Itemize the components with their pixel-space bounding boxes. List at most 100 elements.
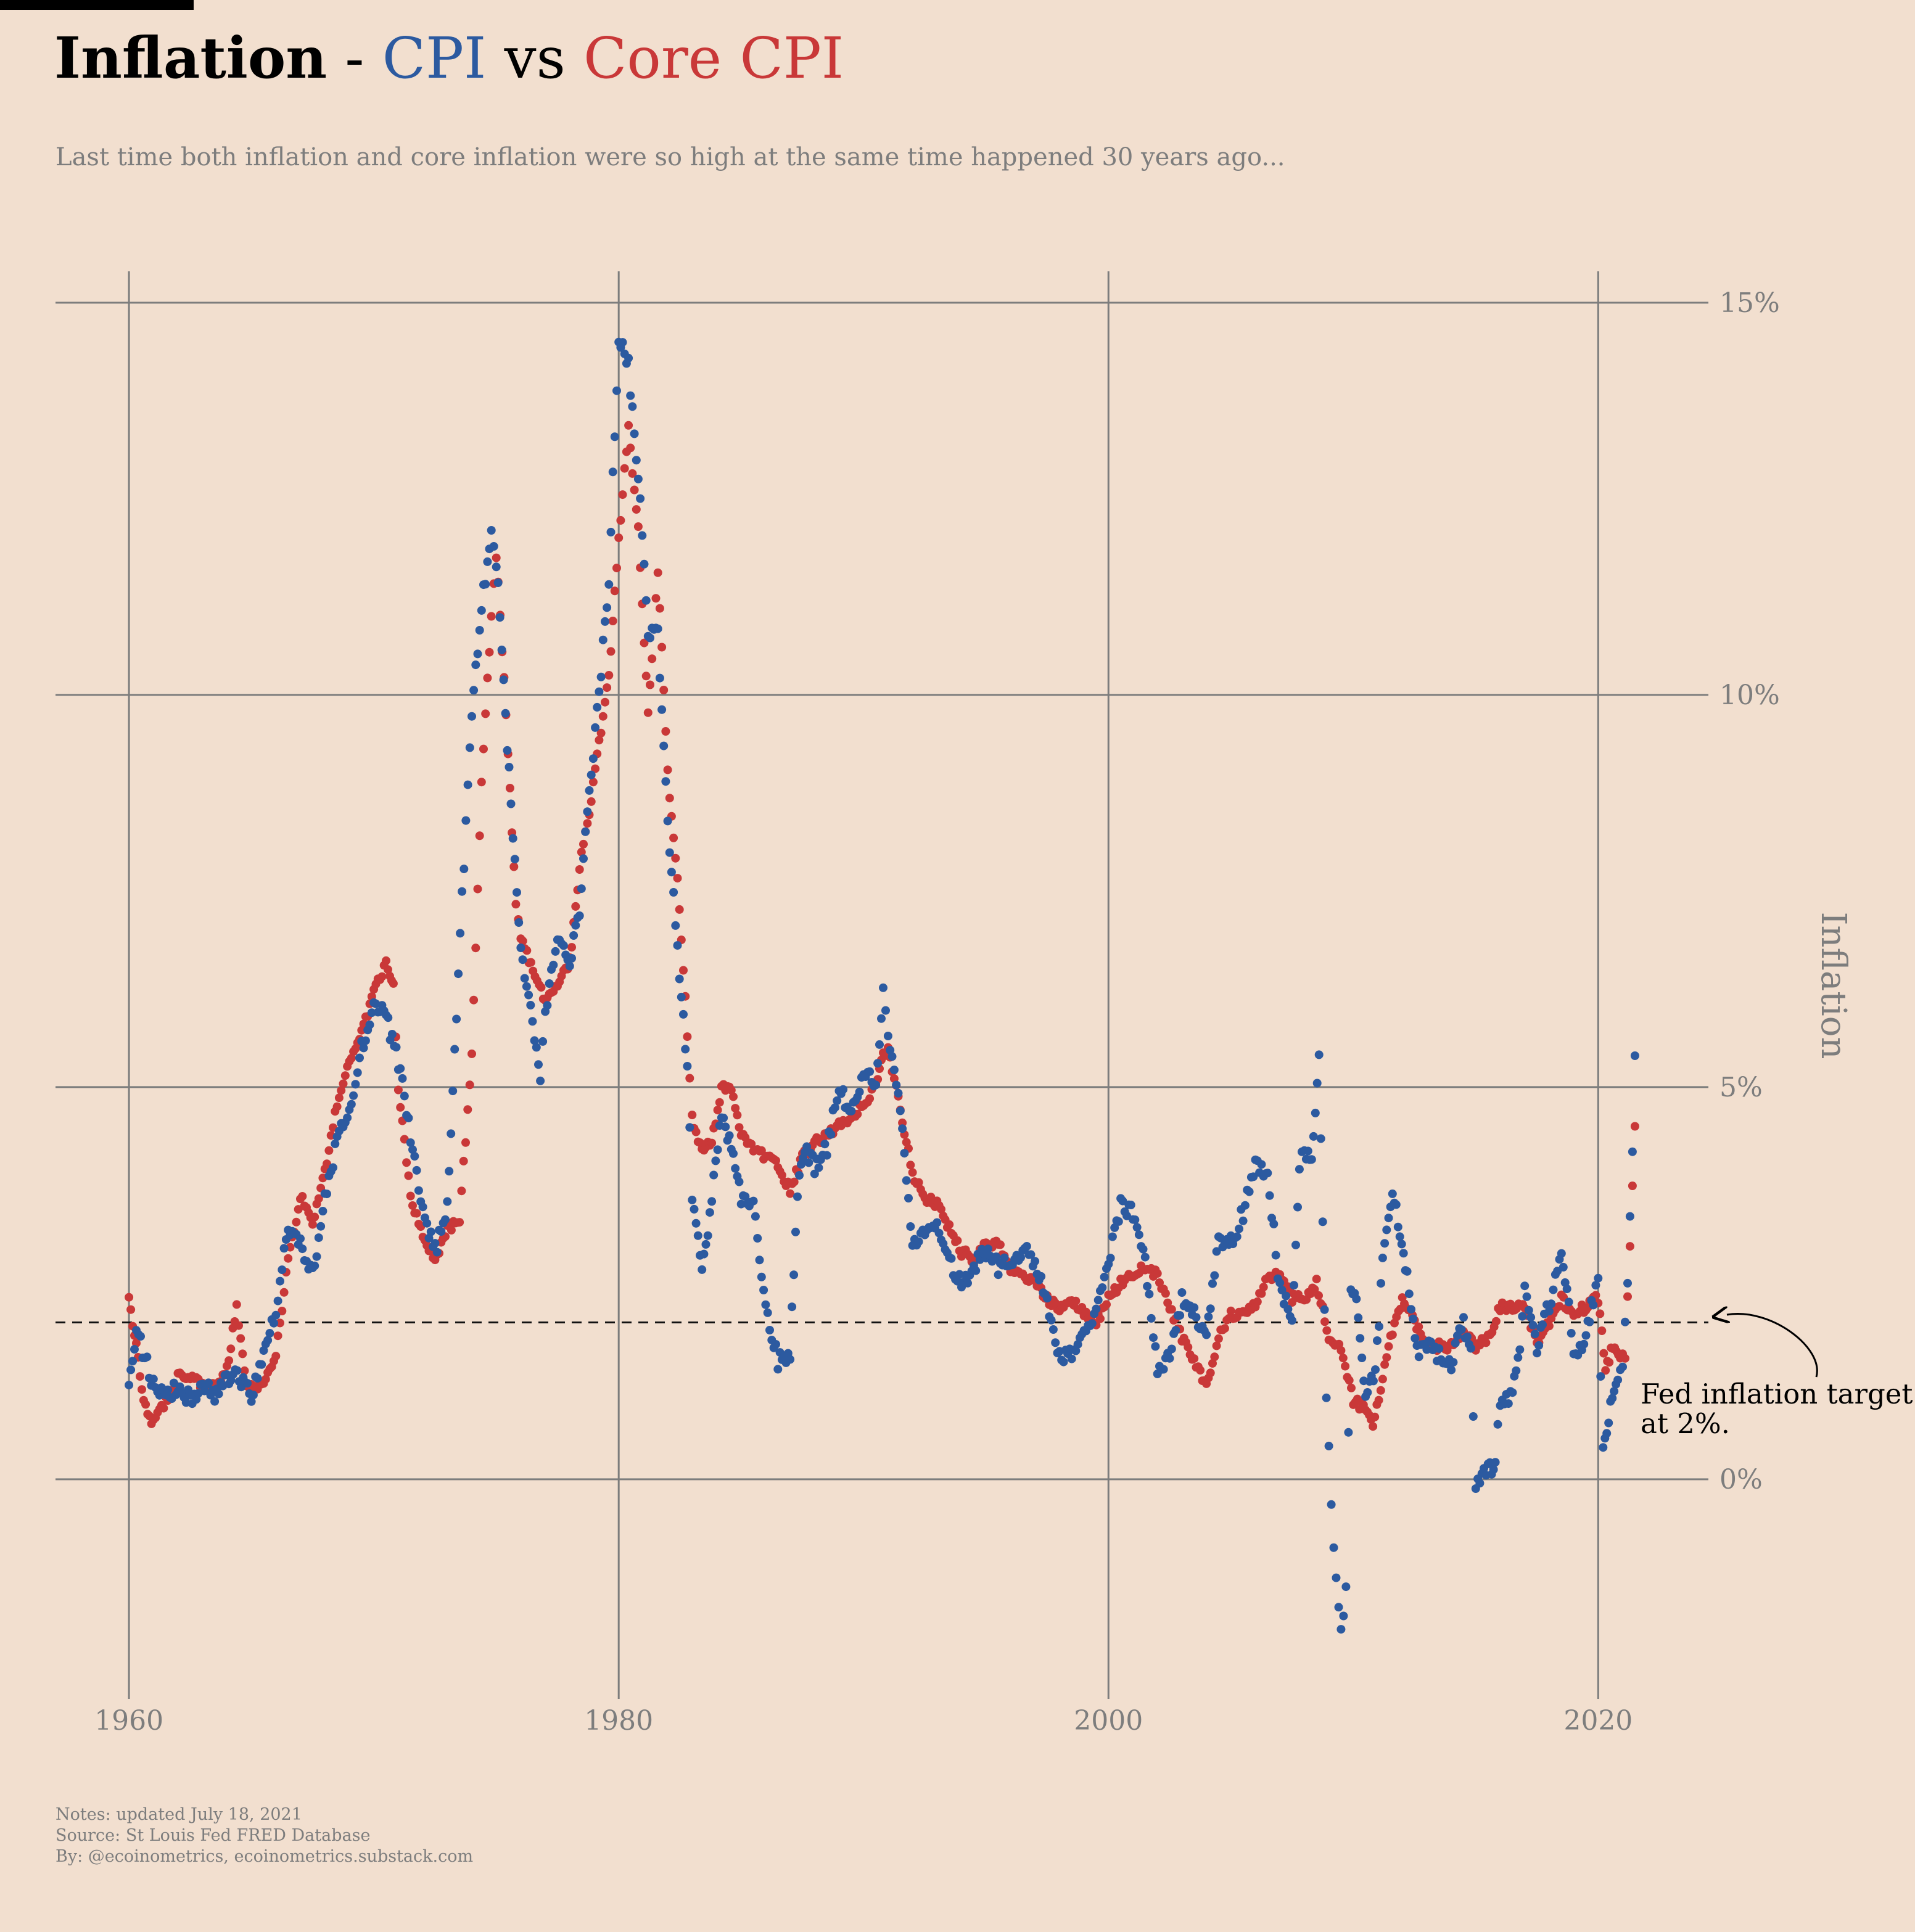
cpi-point xyxy=(214,1389,223,1399)
cpi-point xyxy=(707,1197,717,1206)
core-cpi-point xyxy=(382,956,390,965)
core-cpi-point xyxy=(632,505,641,514)
cpi-point xyxy=(786,1355,795,1364)
cpi-point xyxy=(802,1142,812,1151)
cpi-point xyxy=(1533,1349,1542,1358)
core-cpi-point xyxy=(577,847,586,857)
cpi-point xyxy=(1238,1216,1248,1225)
cpi-point xyxy=(247,1397,256,1406)
core-cpi-point xyxy=(477,778,486,787)
cpi-point xyxy=(753,1234,762,1243)
cpi-point xyxy=(665,848,674,857)
cpi-point xyxy=(773,1365,783,1374)
cpi-point xyxy=(688,1195,697,1204)
cpi-point xyxy=(679,1009,688,1019)
cpi-point xyxy=(1559,1262,1568,1272)
cpi-point xyxy=(278,1265,287,1275)
cpi-point xyxy=(1594,1273,1603,1283)
cpi-point xyxy=(565,961,574,971)
cpi-point xyxy=(772,1340,780,1349)
cpi-point xyxy=(595,687,604,696)
cpi-point xyxy=(1457,1325,1466,1334)
core-cpi-point xyxy=(1310,1285,1319,1294)
core-cpi-point xyxy=(125,1293,134,1302)
cpi-point xyxy=(1139,1244,1148,1254)
core-cpi-point xyxy=(1345,1376,1354,1385)
core-cpi-point xyxy=(643,708,653,717)
grid-lines xyxy=(56,271,1708,1699)
chart-title: Inflation - CPI vs Core CPI xyxy=(54,25,844,91)
cpi-point xyxy=(1493,1420,1502,1429)
cpi-point xyxy=(510,855,519,864)
core-cpi-point xyxy=(614,533,624,543)
cpi-point xyxy=(677,992,686,1001)
core-cpi-point xyxy=(669,833,678,842)
cpi-point xyxy=(1257,1160,1266,1169)
core-cpi-point xyxy=(628,469,637,478)
cpi-point xyxy=(847,1106,856,1116)
cpi-point xyxy=(904,1194,913,1202)
core-cpi-point xyxy=(461,1138,470,1147)
cpi-point xyxy=(755,1256,764,1265)
cpi-point xyxy=(1544,1307,1554,1316)
cpi-point xyxy=(1356,1334,1365,1343)
cpi-point xyxy=(1596,1372,1605,1381)
core-cpi-point xyxy=(633,522,643,531)
cpi-point xyxy=(163,1385,172,1394)
core-cpi-point xyxy=(651,594,661,603)
cpi-point xyxy=(1240,1201,1250,1210)
cpi-point xyxy=(671,921,680,930)
cpi-point xyxy=(1411,1334,1420,1343)
cpi-point xyxy=(1357,1354,1367,1362)
core-cpi-point xyxy=(396,1103,405,1112)
core-cpi-point xyxy=(1220,1324,1229,1333)
core-cpi-point xyxy=(579,839,588,849)
cpi-point xyxy=(481,580,490,589)
core-cpi-point xyxy=(1599,1349,1608,1358)
cpi-point xyxy=(763,1308,772,1317)
cpi-point xyxy=(450,1045,459,1054)
cpi-point xyxy=(699,1249,709,1259)
cpi-point xyxy=(1140,1252,1150,1262)
core-cpi-point xyxy=(685,1074,694,1083)
cpi-point xyxy=(822,1151,831,1160)
cpi-point xyxy=(1159,1365,1168,1374)
cpi-point xyxy=(1369,1376,1378,1386)
cpi-point xyxy=(1504,1399,1513,1408)
cpi-point xyxy=(1134,1230,1143,1239)
core-cpi-point xyxy=(1382,1353,1391,1362)
core-cpi-point xyxy=(571,902,580,911)
core-cpi-point xyxy=(1259,1283,1268,1292)
cpi-point xyxy=(906,1222,915,1231)
core-cpi-point xyxy=(1625,1242,1634,1251)
cpi-point xyxy=(725,1131,734,1140)
core-cpi-point xyxy=(620,464,629,473)
core-cpi-point xyxy=(1208,1359,1217,1368)
cpi-point xyxy=(1332,1573,1341,1582)
cpi-point xyxy=(618,338,627,347)
y-tick-label: 0% xyxy=(1719,1464,1763,1495)
cpi-point xyxy=(653,624,662,633)
cpi-point xyxy=(316,1222,326,1231)
cpi-point xyxy=(1375,1322,1383,1331)
cpi-point xyxy=(524,990,533,1000)
core-cpi-point xyxy=(459,1156,468,1165)
core-cpi-point xyxy=(596,728,606,738)
core-cpi-point xyxy=(1184,1342,1193,1352)
cpi-point xyxy=(1447,1365,1456,1375)
cpi-point xyxy=(1322,1393,1331,1402)
cpi-point xyxy=(791,1227,800,1236)
cpi-point xyxy=(1393,1222,1402,1231)
cpi-point xyxy=(741,1192,750,1201)
cpi-point xyxy=(579,854,588,863)
core-cpi-point xyxy=(772,1156,780,1165)
cpi-point xyxy=(1318,1217,1327,1227)
cpi-point xyxy=(1202,1330,1211,1339)
chart-subtitle: Last time both inflation and core inflat… xyxy=(56,143,1285,171)
cpi-point xyxy=(506,799,516,808)
core-cpi-point xyxy=(1506,1299,1515,1309)
cpi-point xyxy=(1409,1314,1418,1323)
cpi-point xyxy=(475,626,484,635)
core-cpi-point xyxy=(224,1356,234,1365)
cpi-point xyxy=(1373,1336,1382,1345)
